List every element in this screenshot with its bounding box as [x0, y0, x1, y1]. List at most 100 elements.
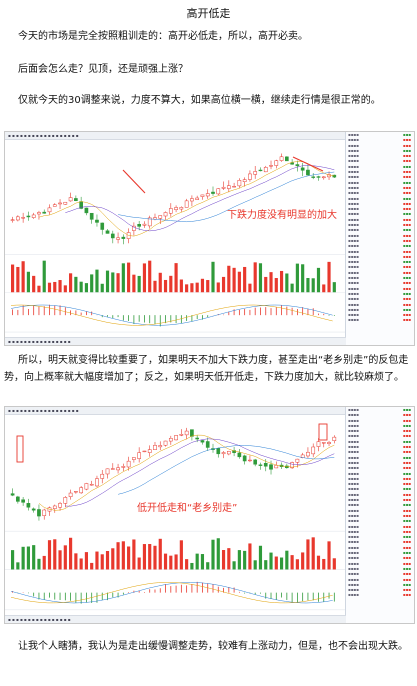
volume-bar [185, 559, 188, 569]
candle-body [143, 451, 146, 452]
candle-body [27, 216, 30, 217]
volume-bar [53, 282, 56, 292]
volume-bar [95, 552, 98, 570]
volume-bar [90, 563, 93, 570]
macd-line [11, 582, 333, 603]
volume-bar [22, 547, 25, 570]
volume-bar [58, 280, 61, 292]
volume-bar [11, 550, 14, 569]
volume-bar [16, 267, 19, 292]
candle-body [101, 474, 104, 478]
candle-body [80, 488, 83, 493]
candle-body [64, 497, 67, 503]
candle-body [159, 216, 162, 219]
paragraph-5: 让我个人瞎猜，我认为是走出缓慢调整走势，较难有上涨动力，但是，也不会出现大跌。 [0, 638, 413, 655]
volume-bar [285, 273, 288, 292]
candle-body [211, 192, 214, 194]
candle-body [222, 187, 225, 188]
candle-body [180, 434, 183, 435]
volume-bar [95, 270, 98, 293]
candle-body [37, 509, 40, 516]
volume-bar [80, 282, 83, 293]
volume-bar [206, 280, 209, 292]
candle-body [327, 442, 330, 443]
candle-body [138, 453, 141, 459]
volume-bar [296, 264, 299, 293]
paragraph-1: 今天的市场是完全按照粗训走的：高开必低走，所以，高开必卖。 [0, 28, 413, 45]
volume-bar [312, 278, 315, 292]
quote-row: ▪▪▪▪ ▪▪▪ [346, 592, 414, 597]
candle-body [58, 203, 61, 204]
volume-bar [296, 559, 299, 569]
volume-bar [111, 548, 114, 569]
candle-body [312, 177, 315, 178]
trend-arrow [123, 170, 145, 193]
volume-bar [233, 561, 236, 569]
volume-bar [190, 563, 193, 570]
volume-bar [190, 283, 193, 292]
volume-bar [264, 560, 267, 569]
candle-body [69, 198, 72, 201]
candle-body [22, 500, 25, 503]
candle-body [48, 208, 51, 212]
volume-bar [259, 546, 262, 570]
stock-chart-screenshot-2: ▪ ▪ ▪ ▪ ▪ ▪ ▪ ▪ ▪ ▪ ▪ ▪ ▪ ▪ ▪ ▪ ▪ ▪ 低开低走… [4, 406, 415, 624]
volume-bar [322, 559, 325, 570]
candle-body [16, 217, 19, 220]
volume-bar [132, 275, 135, 293]
candle-body [254, 460, 257, 464]
volume-bar [312, 537, 315, 569]
candle-body [190, 430, 193, 437]
candle-body [43, 212, 46, 213]
candle-body [201, 440, 204, 442]
volume-bar [106, 551, 109, 569]
article-title: 高开低走 [0, 5, 417, 21]
volume-bar [43, 556, 46, 570]
macd-line [11, 582, 333, 603]
volume-bar [48, 540, 51, 569]
volume-bar [101, 284, 104, 292]
candle-body [227, 451, 230, 454]
volume-bar [80, 558, 83, 569]
volume-bar [211, 540, 214, 570]
paragraph-3: 仅就今天的30调整来说，力度不算大，如果高位横一横，继续走行情是很正常的。 [0, 92, 413, 109]
volume-bar [90, 274, 93, 292]
candle-body [296, 165, 299, 166]
volume-bar [159, 539, 162, 570]
volume-bar [32, 545, 35, 569]
candlestick-chart [5, 139, 346, 338]
candle-body [243, 180, 246, 182]
candle-body [322, 177, 325, 178]
quote-row: ▪▪▪▪ ▪▪▪ [346, 317, 414, 322]
volume-bar [275, 278, 278, 292]
volume-bar [180, 280, 183, 293]
candle-body [180, 207, 183, 209]
volume-bar [85, 552, 88, 569]
candle-body [248, 460, 251, 461]
volume-bar [327, 262, 330, 292]
volume-bar [64, 545, 67, 569]
candle-body [259, 170, 262, 171]
candle-body [190, 199, 193, 201]
candle-body [312, 447, 315, 454]
candle-body [164, 441, 167, 445]
volume-bar [275, 557, 278, 570]
volume-bar [306, 278, 309, 292]
candle-body [285, 157, 288, 161]
volume-bar [269, 272, 272, 292]
candle-body [148, 450, 151, 453]
candle-body [90, 484, 93, 485]
candle-body [53, 205, 56, 207]
moving-average-line [65, 165, 334, 231]
candle-body [111, 234, 114, 238]
candle-body [138, 224, 141, 226]
candle-body [95, 479, 98, 486]
candle-body [122, 237, 125, 239]
volume-bar [248, 284, 251, 293]
volume-bar [27, 547, 30, 570]
candle-body [64, 202, 67, 204]
candle-body [306, 452, 309, 456]
candle-body [259, 465, 262, 466]
volume-bar [201, 279, 204, 292]
candle-body [132, 458, 135, 460]
